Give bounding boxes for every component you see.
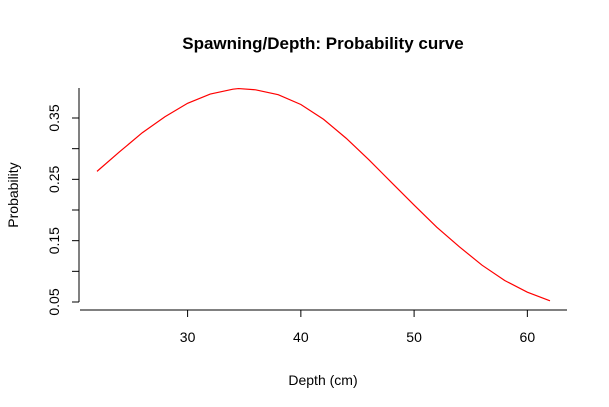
x-tick-label: 60	[520, 329, 536, 345]
chart-title: Spawning/Depth: Probability curve	[182, 34, 463, 53]
plot-area	[96, 87, 551, 302]
y-tick-label: 0.35	[46, 104, 62, 131]
y-axis-ticks: 0.05 0.15 0.25 0.35	[46, 104, 79, 316]
y-tick-label: 0.25	[46, 165, 62, 192]
x-axis-ticks: 30 40 50 60	[180, 310, 536, 345]
x-tick-label: 50	[406, 329, 422, 345]
x-axis-title: Depth (cm)	[288, 372, 357, 388]
y-tick-label: 0.05	[46, 288, 62, 315]
y-axis: 0.05 0.15 0.25 0.35	[46, 88, 80, 316]
y-tick-label: 0.15	[46, 227, 62, 254]
probability-curve-line	[96, 87, 551, 302]
y-axis-title: Probability	[5, 162, 21, 227]
x-axis: 30 40 50 60	[80, 309, 567, 345]
x-tick-label: 30	[180, 329, 196, 345]
x-tick-label: 40	[293, 329, 309, 345]
